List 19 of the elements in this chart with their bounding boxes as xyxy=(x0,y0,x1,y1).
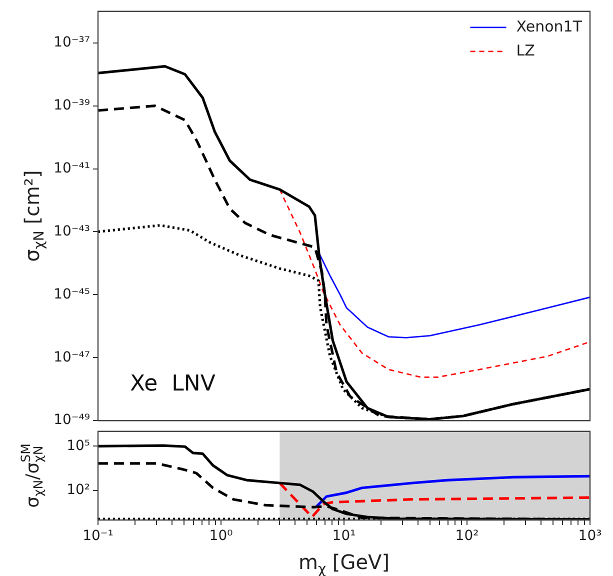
x-tick-label: 10¹ xyxy=(332,528,356,544)
y-tick-label: 10⁻⁴³ xyxy=(54,223,90,240)
x-tick-label: 10³ xyxy=(578,528,602,544)
x-tick-label: 10² xyxy=(455,528,479,544)
y-tick-label: 10⁻⁴⁷ xyxy=(54,349,90,366)
y-axis-title: σχN/σχNSM xyxy=(18,443,46,508)
annotation: Xe LNV xyxy=(130,372,216,397)
legend-label: LZ xyxy=(516,41,535,60)
y-tick-label: 10² xyxy=(66,482,90,498)
y-tick-label: 10⁻⁴¹ xyxy=(54,160,90,176)
x-tick-label: 10⁻¹ xyxy=(82,528,114,544)
y-tick-label: 10⁻⁴⁵ xyxy=(54,286,90,302)
x-tick-label: 10⁰ xyxy=(209,528,234,544)
y-tick-label: 10⁻⁴⁹ xyxy=(54,412,90,428)
y-tick-label: 10⁻³⁷ xyxy=(54,34,90,51)
y-axis-title: σχN [cm²] xyxy=(20,170,48,262)
legend-label: Xenon1T xyxy=(516,17,583,36)
y-tick-label: 10⁵ xyxy=(66,438,90,454)
y-tick-label: 10⁻³⁹ xyxy=(54,97,90,114)
